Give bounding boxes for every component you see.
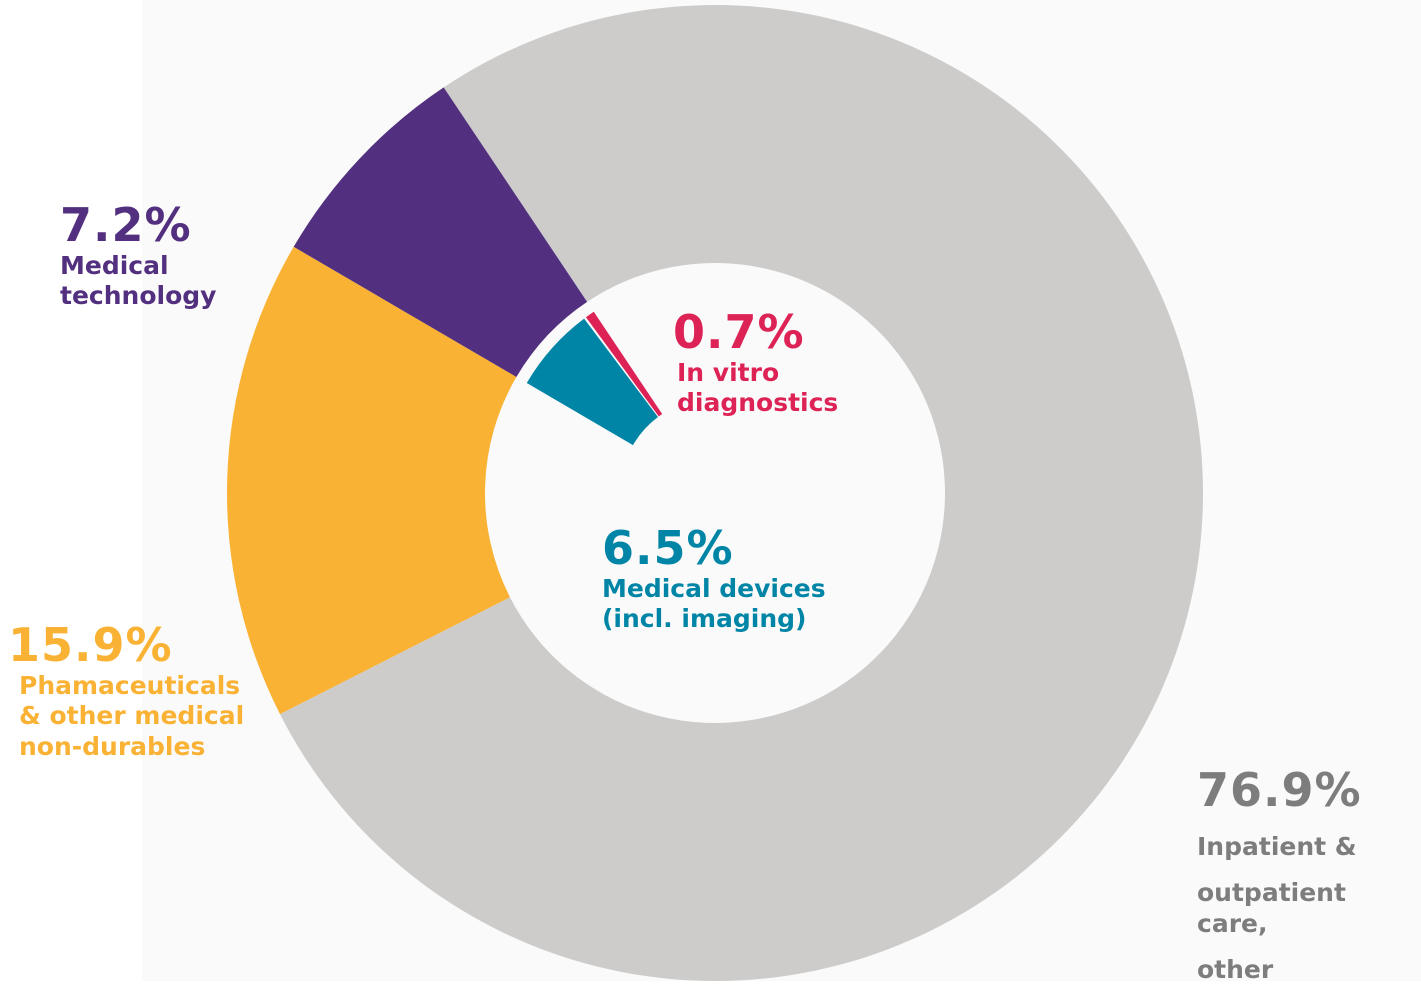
label-inpatient-outpatient-care: 76.9% Inpatient & outpatient care, other xyxy=(1197,765,1421,986)
name-inpatient-outpatient-care-1: Inpatient & xyxy=(1197,831,1357,861)
name-in-vitro-diagnostics-1: In vitro xyxy=(677,357,780,387)
name-in-vitro-diagnostics-2: diagnostics xyxy=(677,388,839,418)
name-pharmaceuticals-1: Phamaceuticals xyxy=(19,670,241,700)
name-medical-devices-2: (incl. imaging) xyxy=(602,604,807,634)
slice-pharmaceuticals xyxy=(226,246,517,715)
slice-inpatient-outpatient-care xyxy=(279,4,1204,981)
slice-medical-technology xyxy=(293,87,588,377)
name-pharmaceuticals-3: non-durables xyxy=(19,731,206,761)
pct-pharmaceuticals: 15.9% xyxy=(8,618,173,672)
name-medical-technology-1: Medical xyxy=(60,250,169,280)
label-medical-devices: 6.5% Medical devices (incl. imaging) xyxy=(602,523,826,635)
label-in-vitro-diagnostics: 0.7% In vitro diagnostics xyxy=(673,307,838,419)
pct-medical-technology: 7.2% xyxy=(60,198,192,252)
name-medical-technology-2: technology xyxy=(60,281,217,311)
pct-in-vitro-diagnostics: 0.7% xyxy=(673,305,805,359)
slice-medical-devices xyxy=(526,318,658,446)
name-inpatient-outpatient-care-2: outpatient care, xyxy=(1197,878,1346,938)
name-inpatient-outpatient-care-3: other xyxy=(1197,955,1274,985)
pct-inpatient-outpatient-care: 76.9% xyxy=(1197,763,1362,817)
label-pharmaceuticals: 15.9% Phamaceuticals & other medical non… xyxy=(8,620,244,762)
label-medical-technology: 7.2% Medical technology xyxy=(60,200,216,312)
slice-in-vitro-diagnostics xyxy=(585,311,663,417)
name-medical-devices-1: Medical devices xyxy=(602,573,826,603)
name-pharmaceuticals-2: & other medical xyxy=(19,701,245,731)
pct-medical-devices: 6.5% xyxy=(602,521,734,575)
